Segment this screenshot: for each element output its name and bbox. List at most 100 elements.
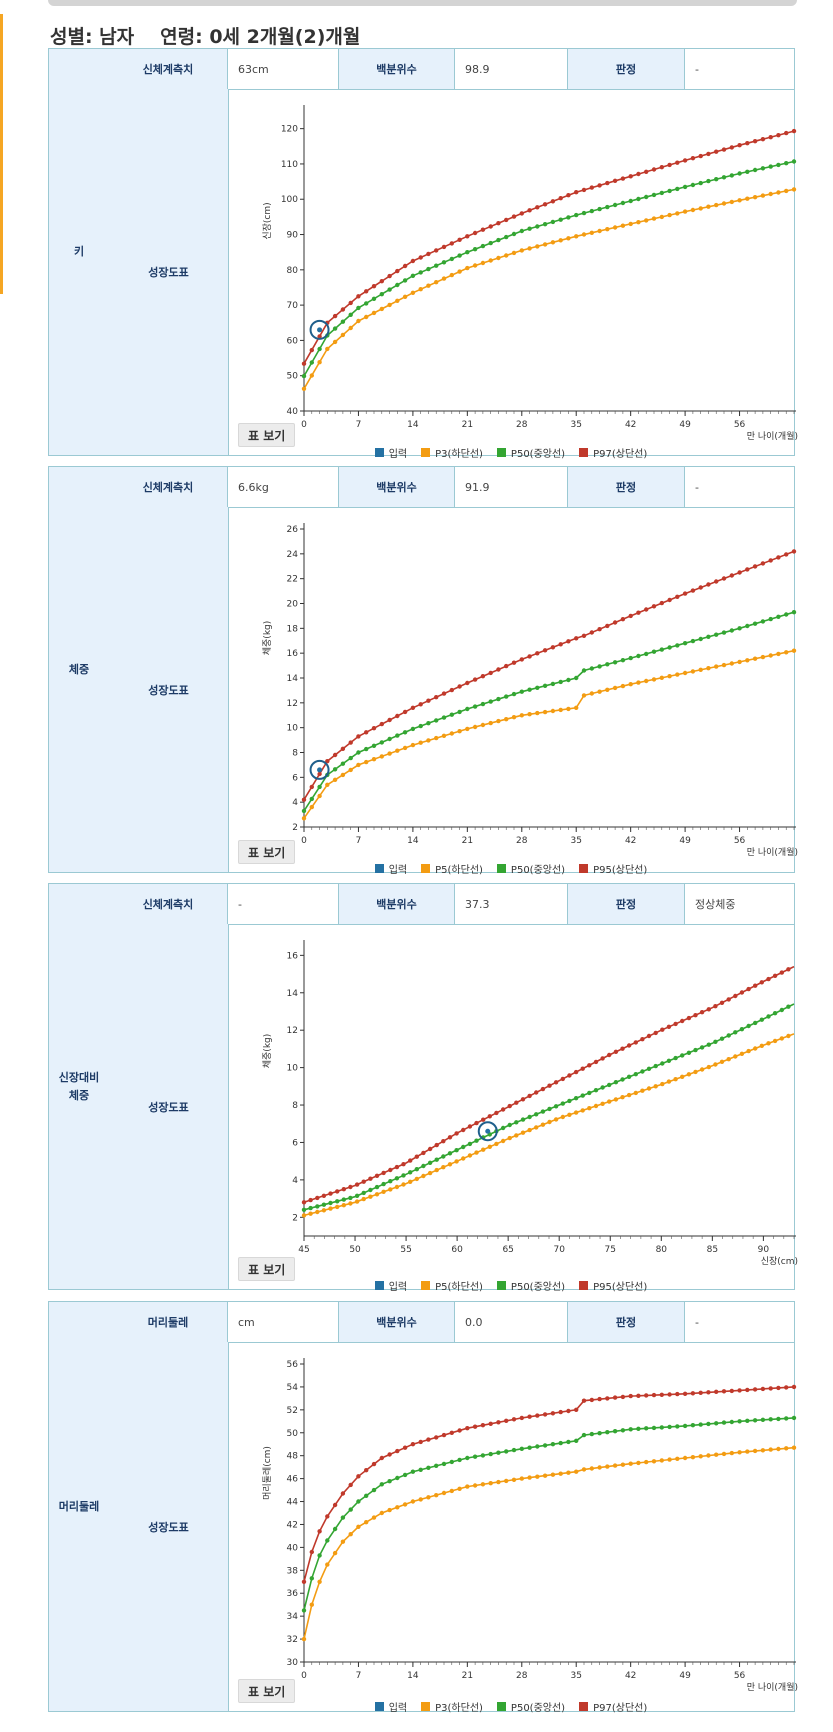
series-point	[534, 1090, 539, 1095]
x-tick-label: 14	[407, 836, 419, 846]
series-point	[426, 738, 431, 743]
y-tick-label: 2	[292, 823, 298, 833]
legend-item[interactable]: 입력	[374, 1699, 407, 1714]
series-point	[514, 1100, 519, 1105]
input-point-marker[interactable]	[309, 319, 330, 340]
series-point	[737, 570, 742, 575]
series-point	[636, 653, 641, 659]
series-point	[418, 723, 423, 729]
series-point	[494, 1110, 499, 1116]
table-view-button[interactable]: 표 보기	[238, 423, 296, 447]
series-point	[364, 759, 369, 765]
table-view-button[interactable]: 표 보기	[238, 1257, 296, 1281]
series-point	[721, 147, 727, 152]
series-point	[317, 360, 322, 365]
legend-item[interactable]: P97(상단선)	[579, 445, 647, 460]
series-point	[573, 1096, 579, 1101]
series-point	[364, 746, 369, 752]
series-point	[566, 677, 571, 683]
table-view-button[interactable]: 표 보기	[238, 1679, 296, 1703]
series-point	[441, 691, 447, 696]
legend-item[interactable]: P95(상단선)	[579, 1278, 647, 1293]
legend-item[interactable]: P5(하단선)	[421, 861, 483, 876]
series-point	[461, 1144, 466, 1150]
y-tick-label: 10	[287, 724, 299, 734]
series-point	[340, 1515, 346, 1520]
y-tick-label: 40	[287, 1543, 299, 1553]
legend-item[interactable]: P5(하단선)	[421, 1278, 483, 1293]
category-label: 신장대비 체중	[49, 884, 110, 1289]
series-point	[752, 564, 758, 569]
legend-item[interactable]: P50(중앙선)	[496, 445, 565, 460]
series-point	[667, 597, 672, 603]
series-point	[481, 1117, 486, 1122]
series-point	[504, 663, 509, 669]
growth-chart-svg: 0 7 14 21 28 35 42 49 56 30 32 34 36 38 40 42 44 46 48 50 52…	[262, 1358, 798, 1693]
series-point	[597, 1431, 602, 1436]
series-point	[332, 1550, 338, 1556]
series-point	[706, 1064, 711, 1070]
series-point	[542, 709, 548, 715]
legend-item[interactable]: P3(하단선)	[421, 1699, 483, 1714]
table-view-button[interactable]: 표 보기	[238, 840, 296, 864]
y-tick-label: 120	[281, 125, 298, 135]
input-point	[485, 1128, 491, 1134]
legend-item[interactable]: P50(중앙선)	[496, 1278, 565, 1293]
series-point	[340, 772, 346, 778]
series-point	[504, 694, 509, 699]
input-point-marker[interactable]	[309, 759, 330, 780]
series-point	[527, 1414, 532, 1419]
series-point	[636, 1426, 641, 1431]
series-point	[527, 1475, 532, 1480]
y-tick-label: 6	[292, 773, 298, 783]
verdict-label: 판정	[568, 49, 685, 89]
legend-item[interactable]: P95(상단선)	[579, 861, 647, 876]
series-point	[673, 1077, 678, 1082]
series-point	[675, 1391, 680, 1397]
legend-item[interactable]: P50(중앙선)	[496, 861, 565, 876]
series-point	[364, 301, 369, 306]
series-point	[706, 178, 711, 184]
measure-value: 6.6kg	[228, 467, 339, 507]
series-line	[303, 649, 795, 819]
series-point	[321, 1208, 327, 1213]
series-point	[309, 360, 314, 365]
series-point	[461, 1156, 466, 1161]
series-point	[682, 209, 688, 214]
series-point	[753, 983, 758, 988]
legend-item[interactable]: P97(상단선)	[579, 1699, 647, 1714]
legend-item[interactable]: 입력	[374, 861, 407, 876]
series-point	[408, 1179, 413, 1184]
series-point	[589, 1431, 594, 1437]
series-point	[693, 1069, 698, 1075]
series-point	[488, 1481, 493, 1486]
x-axis-label: 만 나이(개월)	[747, 430, 798, 442]
series-point	[651, 1425, 657, 1431]
series-point	[457, 269, 462, 274]
series-point	[328, 1191, 333, 1196]
series-point	[760, 1386, 766, 1392]
series-point	[410, 258, 416, 264]
legend-label: P95(상단선)	[593, 1282, 648, 1293]
series-point	[760, 137, 766, 142]
series-point	[465, 1426, 470, 1431]
legend-item[interactable]: 입력	[374, 445, 407, 460]
series-point	[488, 224, 493, 229]
series-point	[566, 236, 571, 241]
series-point	[340, 319, 346, 324]
series-point	[402, 1445, 408, 1450]
series-point	[558, 1440, 563, 1446]
series-point	[706, 1042, 711, 1047]
legend-item[interactable]: P50(중앙선)	[496, 1699, 565, 1714]
input-point-marker[interactable]	[477, 1121, 498, 1142]
series-point	[317, 771, 322, 777]
legend-item[interactable]: 입력	[374, 1278, 407, 1293]
series-point	[680, 1018, 685, 1024]
legend-item[interactable]: P3(하단선)	[421, 445, 483, 460]
series-point	[332, 1502, 338, 1508]
series-point	[449, 712, 454, 717]
series-point	[666, 1079, 672, 1084]
series-point	[395, 298, 400, 303]
series-point	[721, 1389, 727, 1394]
series-point	[698, 206, 703, 211]
